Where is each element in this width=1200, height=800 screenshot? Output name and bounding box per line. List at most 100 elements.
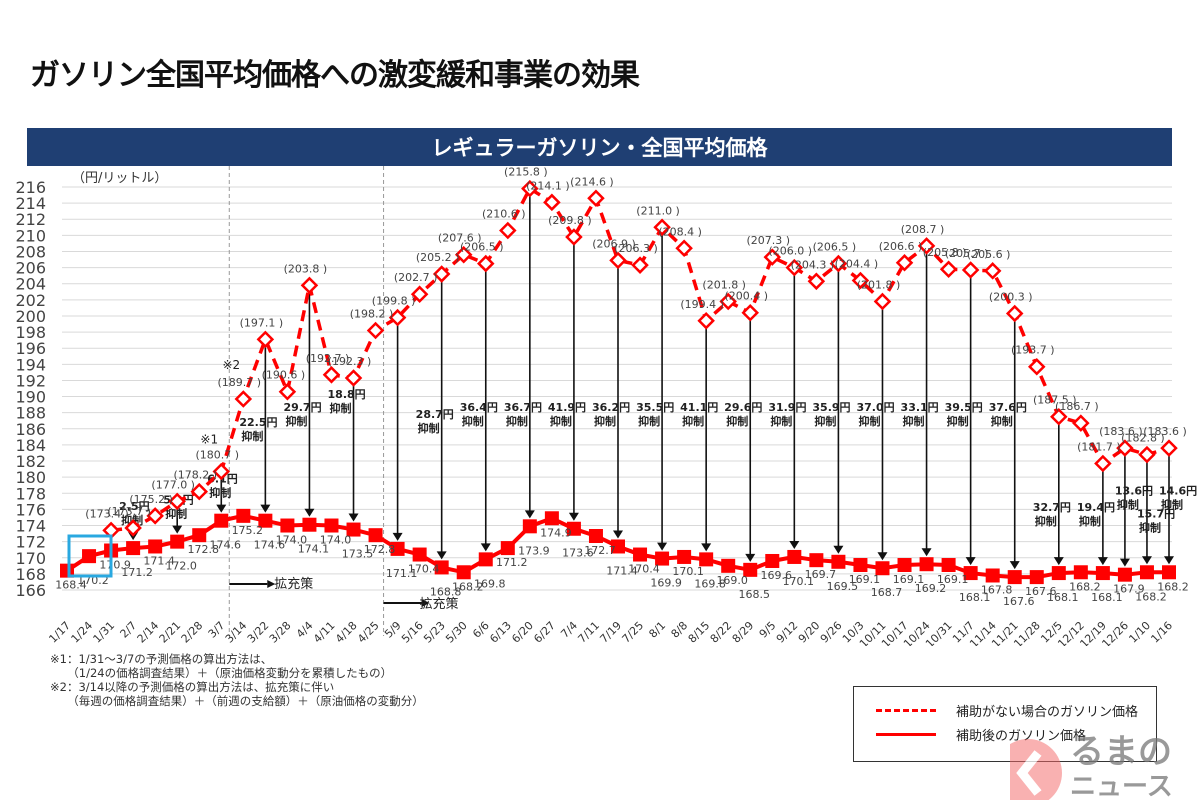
y-tick-label: 168	[15, 565, 46, 584]
subsidized-value-label: 168.8	[430, 585, 462, 598]
suppression-text-label: 抑制	[858, 414, 880, 428]
suppression-amount-label: 28.7円	[416, 408, 454, 421]
unsubsidized-point	[256, 330, 275, 349]
subsidized-value-label: 167.6	[1025, 585, 1057, 598]
subsidized-point	[1007, 570, 1022, 585]
banner-title: レギュラーガソリン・全国平均価格	[431, 136, 768, 160]
unsubsidized-point	[697, 312, 715, 330]
arrowhead-icon	[921, 548, 932, 557]
subsidized-point	[1095, 566, 1110, 581]
suppression-amount-label: 2.5円	[119, 500, 149, 513]
subsidized-value-label: 169.5	[827, 580, 859, 593]
arrowhead-icon	[172, 525, 183, 534]
suppression-text-label: 抑制	[550, 414, 572, 428]
subsidized-value-label: 170.9	[99, 559, 131, 572]
unsubsidized-value-label: (207.3 )	[746, 234, 790, 247]
unsubsidized-value-label: (200.4 )	[724, 290, 768, 303]
unsubsidized-value-label: (214.1 )	[526, 179, 570, 192]
x-tick-label: 2/28	[179, 619, 206, 646]
subsidized-point	[368, 528, 383, 543]
suppression-amount-label: 29.7円	[283, 401, 321, 414]
unsubsidized-value-label: (208.7 )	[901, 223, 945, 236]
arrowhead-icon	[1009, 561, 1020, 570]
phase-arrowhead-icon	[267, 580, 276, 588]
unsubsidized-point	[961, 261, 980, 279]
unsubsidized-point	[807, 272, 826, 291]
footnote-2: ※2：3/14以降の予測価格の算出方法は、拡充策に伴い	[50, 680, 335, 694]
unsubsidized-value-label: (208.4 )	[658, 225, 702, 238]
y-axis-label: （円/リットル）	[72, 171, 167, 186]
x-tick-label: 7/25	[620, 619, 647, 646]
unsubsidized-value-label: (200.3 )	[989, 291, 1033, 304]
subsidized-value-label: 174.0	[276, 534, 308, 547]
arrowhead-icon	[1164, 556, 1174, 565]
subsidized-point	[1162, 565, 1176, 580]
unsubsidized-point	[454, 245, 473, 264]
suppression-text-label: 抑制	[726, 414, 748, 428]
legend-item-subsidized: 補助後のガソリン価格	[876, 725, 1086, 744]
footnote-marker: ※2	[222, 358, 240, 372]
unsubsidized-point	[983, 262, 1002, 280]
subsidized-value-label: 168.1	[1091, 591, 1123, 604]
unsubsidized-point	[851, 271, 870, 290]
unsubsidized-value-label: (202.7 )	[394, 271, 438, 284]
subsidized-value-label: 173.6	[562, 547, 594, 560]
arrowhead-icon	[304, 508, 315, 517]
unsubsidized-value-label: (183.6 )	[1099, 425, 1143, 438]
subsidized-value-label: 169.1	[849, 573, 881, 586]
unsubsidized-value-label: (206.6 )	[879, 240, 923, 253]
unsubsidized-point	[234, 390, 253, 408]
subsidized-point	[897, 558, 912, 573]
page-title: ガソリン全国平均価格への激変緩和事業の効果	[30, 58, 640, 93]
unsubsidized-point	[917, 237, 936, 255]
x-tick-label: 6/13	[487, 619, 514, 646]
watermark-logo: るまの ニュース	[1010, 732, 1173, 800]
unsubsidized-value-label: (206.3 )	[614, 242, 658, 255]
x-tick-label: 5/23	[421, 619, 448, 646]
arrowhead-icon	[1119, 558, 1130, 567]
subsidized-point	[82, 549, 97, 564]
unsubsidized-point	[939, 260, 958, 278]
unsubsidized-value-label: (175.2 )	[129, 493, 173, 506]
legend-item-unsubsidized: 補助がない場合のガソリン価格	[876, 701, 1138, 720]
footnote-1: ※1：1/31～3/7の予測価格の算出方法は、	[50, 652, 273, 666]
subsidized-point	[853, 558, 868, 573]
subsidized-point	[280, 518, 295, 533]
x-tick-label: 1/16	[1148, 619, 1175, 646]
suppression-amount-label: 32.7円	[1033, 501, 1071, 514]
x-tick-label: 1/24	[69, 619, 96, 646]
legend-label: 補助後のガソリン価格	[956, 729, 1087, 744]
subsidized-value-label: 171.1	[386, 567, 418, 580]
subsidized-point	[721, 558, 736, 573]
suppression-text-label: 抑制	[209, 486, 231, 500]
subsidized-point	[1073, 565, 1088, 580]
unsubsidized-point	[1050, 407, 1068, 426]
unsubsidized-value-label: (192.7 )	[306, 352, 350, 365]
unsubsidized-value-label: (199.4 )	[680, 298, 724, 311]
unsubsidized-value-label: (206.9 )	[592, 237, 636, 250]
unsubsidized-point	[873, 292, 892, 311]
suppression-amount-label: 35.9円	[812, 401, 850, 414]
arrowhead-icon	[348, 513, 359, 522]
x-tick-label: 9/20	[796, 619, 823, 646]
logo-circle-icon	[1010, 739, 1062, 800]
subsidized-value-label: 169.6	[761, 569, 793, 582]
suppression-amount-label: 35.5円	[636, 401, 674, 414]
y-tick-label: 176	[15, 500, 46, 519]
suppression-amount-label: 36.7円	[504, 401, 542, 414]
subsidized-point	[148, 539, 163, 554]
phase-label: 拡充策	[274, 576, 313, 592]
subsidized-value-label: 172.8	[364, 543, 396, 556]
suppression-text-label: 抑制	[682, 414, 704, 428]
arrowhead-icon	[1141, 556, 1152, 565]
x-tick-label: 8/22	[708, 619, 735, 646]
subsidized-value-label: 169.1	[893, 573, 925, 586]
subsidized-point	[633, 547, 648, 562]
arrowhead-icon	[1097, 557, 1108, 566]
x-tick-label: 4/11	[311, 619, 338, 646]
suppression-amount-label: 19.4円	[1077, 501, 1115, 514]
unsubsidized-value-label: (215.8 )	[504, 166, 548, 179]
x-tick-label: 5/16	[399, 619, 426, 646]
unsubsidized-point	[785, 258, 804, 277]
